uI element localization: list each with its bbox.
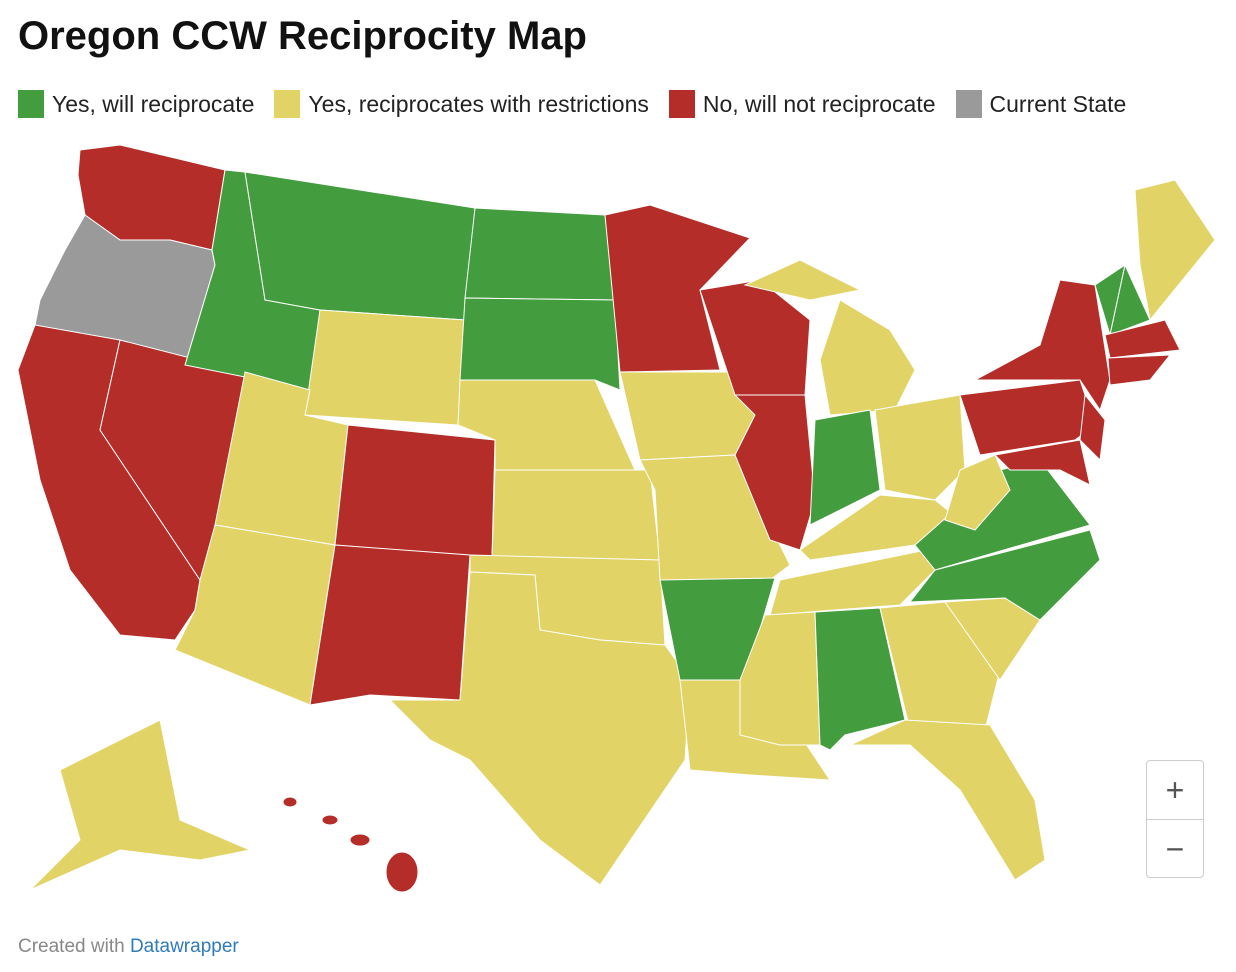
zoom-control: + − [1146,760,1204,878]
state [459,297,621,391]
legend-label: Yes, will reciprocate [52,90,255,117]
legend-item: Yes, will reciprocate [18,90,254,118]
state [733,394,816,551]
zoom-in-button[interactable]: + [1165,772,1185,808]
legend-swatch [18,90,44,118]
state [944,454,1011,531]
legend: Yes, will reciprocate Yes, reciprocates w… [18,90,1126,118]
footer-link[interactable]: Datawrapper [129,936,239,957]
state [321,814,339,826]
legend-label: Current State [989,90,1127,117]
legend-item: Current State [955,90,1127,118]
state [743,259,862,301]
state [699,279,811,396]
state [385,851,419,893]
legend-swatch [955,90,982,118]
state [849,719,1046,881]
legend-item: Yes, reciprocates with restrictions [274,90,649,118]
state [309,544,471,706]
state [819,299,916,416]
state [334,424,496,559]
legend-label: Yes, reciprocates with restrictions [308,90,649,117]
legend-swatch [274,90,301,118]
legend-item: No, will not reciprocate [668,90,936,118]
state [974,279,1111,412]
state [809,409,881,526]
state [1104,319,1181,359]
state [1134,179,1216,322]
state [1079,393,1106,462]
title: Oregon CCW Reciprocity Map [18,14,587,58]
state [993,439,1091,486]
state [282,796,298,808]
state [1109,263,1151,336]
state [491,469,661,561]
state [29,719,252,891]
legend-swatch [668,90,695,118]
state [304,309,466,426]
state [388,571,691,886]
legend-label: No, will not reciprocate [702,90,936,117]
state [464,207,616,301]
state [244,171,476,321]
footer-text: Created with [18,936,125,957]
zoom-out-button[interactable]: − [1147,819,1203,878]
state [349,833,371,847]
state [874,394,966,501]
footer: Created with Datawrapper [18,936,239,958]
state [908,529,1101,621]
state [1107,354,1172,386]
